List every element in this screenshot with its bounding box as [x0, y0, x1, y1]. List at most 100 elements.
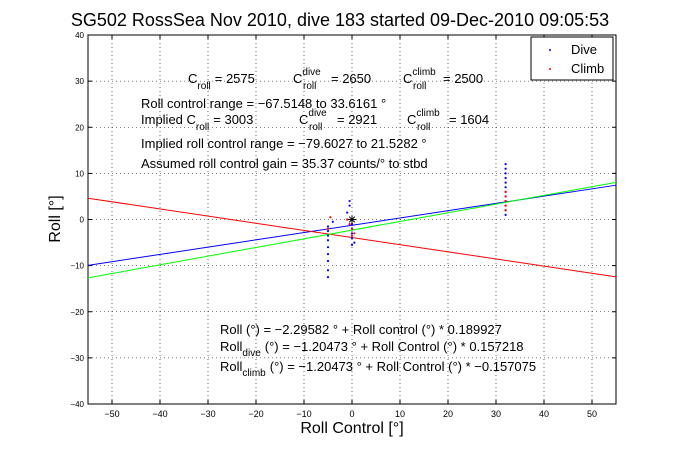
- x-tick-label: 0: [349, 409, 354, 419]
- implied-c-climb-sup: climb: [416, 108, 440, 119]
- c-roll-sub: roll: [197, 81, 210, 92]
- annotation-assumed-gain: Assumed roll control gain = 35.37 counts…: [141, 156, 428, 171]
- climb-data-point: [504, 204, 507, 207]
- implied-prefix: Implied C: [141, 112, 196, 127]
- y-tick-label: −10: [70, 262, 84, 271]
- annotation-c-roll: Croll = 2575: [188, 71, 255, 92]
- y-tick-label: −20: [70, 308, 84, 317]
- climb-data-point: [504, 209, 507, 212]
- x-tick-label: 50: [587, 409, 597, 419]
- fit-line-2: [87, 181, 617, 279]
- x-tick-label: −30: [200, 409, 215, 419]
- dive-data-point: [326, 225, 330, 228]
- x-tick-label: 40: [539, 409, 549, 419]
- chart-title: SG502 RossSea Nov 2010, dive 183 started…: [71, 10, 609, 30]
- y-tick-label: −40: [70, 400, 84, 409]
- c-roll-base: C: [188, 71, 197, 86]
- annotation-c-roll-climb: Cclimb: [403, 67, 436, 86]
- climb-data-point: [504, 195, 507, 198]
- implied-c-climb-base: C: [407, 112, 416, 127]
- annotation-c-roll-dive-sub: roll: [303, 81, 316, 92]
- climb-data-point: [504, 190, 507, 193]
- annotation-fit-dive: Rolldive (°) = −1.20473 ° + Roll Control …: [220, 339, 524, 359]
- dive-data-point: [326, 259, 330, 263]
- fit-dive-rest: (°) = −1.20473 ° + Roll Control (°) * 0.…: [265, 339, 524, 354]
- dive-data-point: [353, 241, 356, 244]
- x-tick-label: −10: [296, 409, 311, 419]
- x-tick-label: −20: [248, 409, 263, 419]
- c-roll-climb-sup: climb: [412, 67, 436, 78]
- dive-data-point: [504, 167, 507, 170]
- annotation-c-roll-climb-sub: roll: [413, 81, 426, 92]
- dive-data-point: [350, 243, 354, 246]
- dive-data-point: [326, 269, 330, 272]
- c-roll-dive-base: C: [293, 71, 302, 86]
- dive-data-point: [326, 276, 330, 279]
- annotation-implied-c-dive-value: = 2921: [337, 112, 377, 127]
- y-axis-label: Roll [°]: [47, 195, 64, 242]
- c-roll-climb-base: C: [403, 71, 412, 86]
- dive-data-point: [504, 186, 507, 189]
- dive-data-point: [350, 232, 354, 235]
- dive-data-point: [348, 199, 351, 203]
- dive-data-point: [326, 239, 330, 242]
- dive-data-point: [504, 213, 507, 216]
- implied-c-roll-value: = 3003: [213, 112, 253, 127]
- annotation-implied-c-dive-sub: roll: [309, 122, 322, 133]
- legend-climb-label: Climb: [571, 61, 604, 76]
- dive-data-point: [504, 172, 507, 175]
- dive-data-point: [350, 236, 354, 240]
- axis-ticks: −50 −40 −30 −20 −10 0 10 20 30 40 50 −40 −30 −20 −10 0 1…: [70, 31, 616, 419]
- climb-data-point: [350, 234, 354, 237]
- dive-data-point: [504, 176, 507, 180]
- climb-data-point: [326, 227, 330, 230]
- y-tick-label: 30: [75, 77, 84, 86]
- annotation-c-roll-climb-value: = 2500: [443, 71, 483, 86]
- annotation-roll-control-range: Roll control range = −67.5148 to 33.6161…: [141, 96, 386, 111]
- dive-data-point: [326, 246, 330, 249]
- annotation-implied-c-climb-sub: roll: [417, 122, 430, 133]
- implied-c-dive-base: C: [299, 112, 308, 127]
- x-tick-label: 20: [443, 409, 453, 419]
- x-tick-label: 30: [491, 409, 501, 419]
- climb-data-point: [346, 218, 349, 221]
- dive-data-point: [326, 229, 330, 233]
- dive-data-point: [350, 223, 354, 226]
- c-roll-value: = 2575: [215, 71, 255, 86]
- x-tick-label: 10: [395, 409, 405, 419]
- y-tick-label: 10: [75, 169, 84, 178]
- star-marker-stroke: [348, 216, 356, 223]
- y-tick-label: −30: [70, 354, 84, 363]
- climb-data-point: [350, 227, 354, 230]
- annotation-c-roll-dive: Cdive: [293, 67, 321, 86]
- legend-box: [530, 36, 614, 81]
- dive-data-point: [348, 204, 351, 207]
- fit-climb-rest: (°) = −1.20473 ° + Roll Control (°) * −0…: [270, 359, 536, 374]
- dive-data-point: [326, 252, 330, 256]
- fit-dive-base: Roll: [220, 339, 243, 354]
- annotation-implied-c-climb-value: = 1604: [449, 112, 489, 127]
- fit-dive-sub: dive: [242, 348, 261, 359]
- dive-data-point: [331, 220, 334, 223]
- implied-c-dive-sup: dive: [308, 108, 327, 119]
- y-tick-label: 40: [75, 31, 84, 40]
- c-roll-dive-sup: dive: [302, 67, 321, 78]
- climb-data-point: [504, 199, 507, 203]
- annotation-fit-climb: Rollclimb (°) = −1.20473 ° + Roll Control…: [220, 359, 536, 379]
- data-points: [326, 163, 507, 279]
- annotation-c-roll-dive-value: = 2650: [331, 71, 371, 86]
- x-tick-label: −40: [152, 409, 167, 419]
- y-tick-label: 0: [80, 216, 85, 225]
- annotation-fit-overall: Roll (°) = −2.29582 ° + Roll control (°)…: [220, 322, 502, 337]
- legend-dive-marker: [549, 49, 551, 51]
- dive-data-point: [346, 211, 349, 214]
- implied-c-roll-sub: roll: [196, 122, 209, 133]
- climb-data-point: [348, 223, 351, 226]
- x-axis-label: Roll Control [°]: [300, 420, 403, 437]
- y-tick-label: 20: [75, 123, 84, 132]
- star-marker: [348, 215, 356, 224]
- special-markers: [348, 215, 356, 224]
- annotations: Croll = 2575 Cdive roll = 2650 Cclimb rol…: [141, 67, 536, 379]
- annotation-implied-range: Implied roll control range = −79.6027 to…: [141, 136, 427, 151]
